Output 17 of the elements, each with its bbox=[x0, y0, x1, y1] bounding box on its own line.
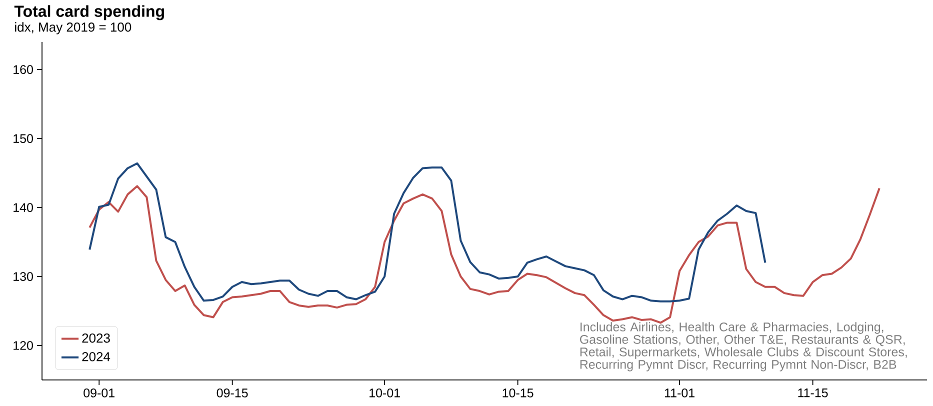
y-tick-label: 140 bbox=[14, 203, 33, 212]
chart-title: Total card spending bbox=[14, 5, 164, 20]
x-tick-label: 09-01 bbox=[84, 388, 114, 398]
legend-label: 2023 bbox=[82, 333, 110, 343]
y-tick-label: 150 bbox=[14, 134, 33, 143]
y-tick-label: 120 bbox=[14, 341, 33, 350]
x-tick-label: 10-15 bbox=[502, 388, 534, 398]
y-tick-label: 130 bbox=[14, 272, 33, 281]
chart-subtitle: idx, May 2019 = 100 bbox=[15, 22, 132, 34]
annotation: Includes Airlines, Health Care & Pharmacies, Lodging, Gasoline Stations, Other, Other T&E, Restaurants & QSR, Retail, Supermarkets, Wholesale Clubs & Discount Stores, Recurring Pymnt Discr, Recurring Pymnt Non-Discr, B2B bbox=[580, 322, 907, 372]
x-tick-label: 11-01 bbox=[665, 388, 694, 398]
x-tick-label: 10-01 bbox=[370, 388, 400, 398]
legend-label: 2024 bbox=[82, 352, 110, 362]
line-series bbox=[88, 185, 880, 324]
y-tick-label: 160 bbox=[14, 65, 33, 74]
x-tick-label: 09-15 bbox=[216, 388, 248, 398]
x-tick-label: 11-15 bbox=[798, 388, 828, 398]
